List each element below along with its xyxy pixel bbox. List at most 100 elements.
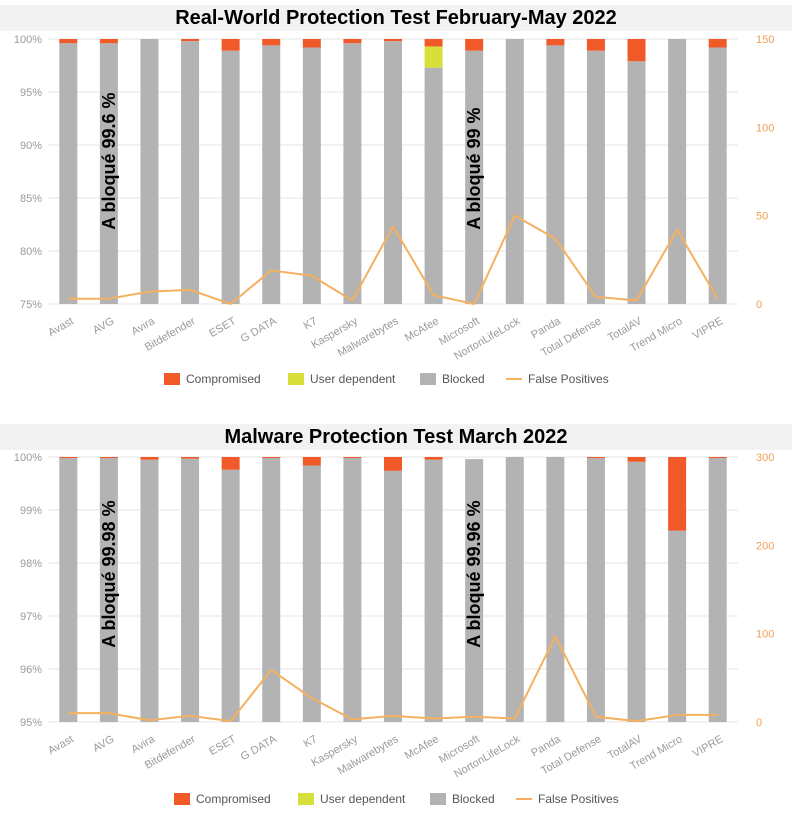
series-false-positives-line <box>68 635 718 723</box>
bar-blocked <box>586 458 605 722</box>
legend-false-positives-swatch <box>516 798 532 800</box>
bar-compromised <box>546 39 565 46</box>
bar-blocked <box>302 47 321 304</box>
bar-blocked <box>546 457 565 722</box>
bar-blocked <box>181 458 200 722</box>
bar-blocked <box>708 47 727 304</box>
bar-compromised <box>181 457 200 459</box>
bar-user-dependent <box>424 46 443 68</box>
bar-compromised <box>221 457 240 470</box>
bar-compromised <box>59 39 78 44</box>
x-tick-label: McAfee <box>403 315 441 344</box>
y-tick-label: 97% <box>20 611 42 623</box>
bar-blocked <box>668 530 687 722</box>
x-tick-label: Avira <box>129 733 157 756</box>
bar-compromised <box>59 457 78 459</box>
bar-compromised <box>708 39 727 48</box>
y2-tick-label: 0 <box>756 717 762 729</box>
bar-compromised <box>221 39 240 51</box>
bar-blocked <box>262 45 281 305</box>
x-tick-label: ESET <box>207 315 238 340</box>
chart-2-title: Malware Protection Test March 2022 <box>0 424 792 450</box>
bar-compromised <box>302 457 321 466</box>
bar-blocked <box>465 459 484 722</box>
bar-compromised <box>343 457 362 459</box>
bar-blocked <box>708 458 727 722</box>
legend-compromised: Compromised <box>174 792 271 806</box>
legend-blocked-swatch <box>420 373 436 385</box>
chart-1-title: Real-World Protection Test February-May … <box>0 5 792 31</box>
bar-blocked <box>99 458 118 722</box>
x-tick-label: VIPRE <box>691 315 726 342</box>
bar-blocked <box>99 43 118 305</box>
annotation-label: A bloqué 99.96 % <box>464 500 484 647</box>
x-tick-label: K7 <box>302 733 320 750</box>
legend-user-dependent-swatch <box>298 793 314 805</box>
bar-compromised <box>668 457 687 531</box>
bar-compromised <box>343 39 362 44</box>
y-tick-label: 75% <box>20 299 42 311</box>
bar-blocked <box>221 469 240 722</box>
bar-compromised <box>181 39 200 42</box>
bar-blocked <box>384 41 402 305</box>
bar-compromised <box>262 39 281 46</box>
bar-blocked <box>384 470 402 722</box>
bar-blocked <box>627 461 646 722</box>
y-tick-label: 99% <box>20 505 42 517</box>
bar-blocked <box>59 458 78 722</box>
bar-compromised <box>99 39 118 44</box>
y-tick-label: 100% <box>14 34 42 46</box>
y2-tick-label: 300 <box>756 452 774 464</box>
bar-compromised <box>586 39 605 51</box>
x-tick-label: G DATA <box>239 315 280 345</box>
legend-blocked: Blocked <box>420 372 485 386</box>
legend-compromised: Compromised <box>164 372 261 386</box>
bar-compromised <box>302 39 321 48</box>
bar-compromised <box>627 39 646 62</box>
bar-compromised <box>140 457 159 460</box>
legend-user-dependent: User dependent <box>288 372 395 386</box>
bar-blocked <box>302 465 321 722</box>
legend-false-positives: False Positives <box>506 372 609 386</box>
legend-blocked-label: Blocked <box>452 792 495 806</box>
annotation-label: A bloqué 99.6 % <box>99 92 119 229</box>
x-tick-label: McAfee <box>403 733 441 762</box>
bar-compromised <box>262 457 281 459</box>
legend-user-dependent: User dependent <box>298 792 405 806</box>
legend-user-dependent-swatch <box>288 373 304 385</box>
x-tick-label: VIPRE <box>691 733 726 760</box>
bar-blocked <box>424 459 443 722</box>
y-tick-label: 98% <box>20 558 42 570</box>
bar-compromised <box>424 457 443 460</box>
bar-blocked <box>262 458 281 722</box>
bar-compromised <box>627 457 646 462</box>
y2-tick-label: 150 <box>756 34 774 46</box>
bar-blocked <box>546 45 565 305</box>
legend-compromised-swatch <box>164 373 180 385</box>
bar-blocked <box>668 39 687 304</box>
y-tick-label: 100% <box>14 452 42 464</box>
legend-false-positives: False Positives <box>516 792 619 806</box>
y-tick-label: 90% <box>20 140 42 152</box>
bar-blocked <box>343 458 362 722</box>
x-tick-label: Avast <box>46 315 76 339</box>
x-tick-label: K7 <box>302 315 320 332</box>
y2-tick-label: 200 <box>756 540 774 552</box>
bar-blocked <box>586 50 605 304</box>
bar-blocked <box>627 61 646 305</box>
bar-blocked <box>140 459 159 722</box>
legend-user-dependent-label: User dependent <box>310 372 396 386</box>
bar-blocked <box>221 50 240 304</box>
y-tick-label: 95% <box>20 87 42 99</box>
x-tick-label: ESET <box>207 733 238 758</box>
legend-blocked-label: Blocked <box>442 372 485 386</box>
series-false-positives-line <box>68 214 719 305</box>
bar-blocked <box>505 39 524 304</box>
y2-tick-label: 100 <box>756 122 774 134</box>
legend-blocked: Blocked <box>430 792 495 806</box>
legend-compromised-label: Compromised <box>186 372 261 386</box>
y-tick-label: 96% <box>20 664 42 676</box>
chart-1-legend: Compromised User dependent Blocked False… <box>0 372 800 392</box>
bar-blocked <box>424 67 443 304</box>
bar-blocked <box>505 457 524 722</box>
